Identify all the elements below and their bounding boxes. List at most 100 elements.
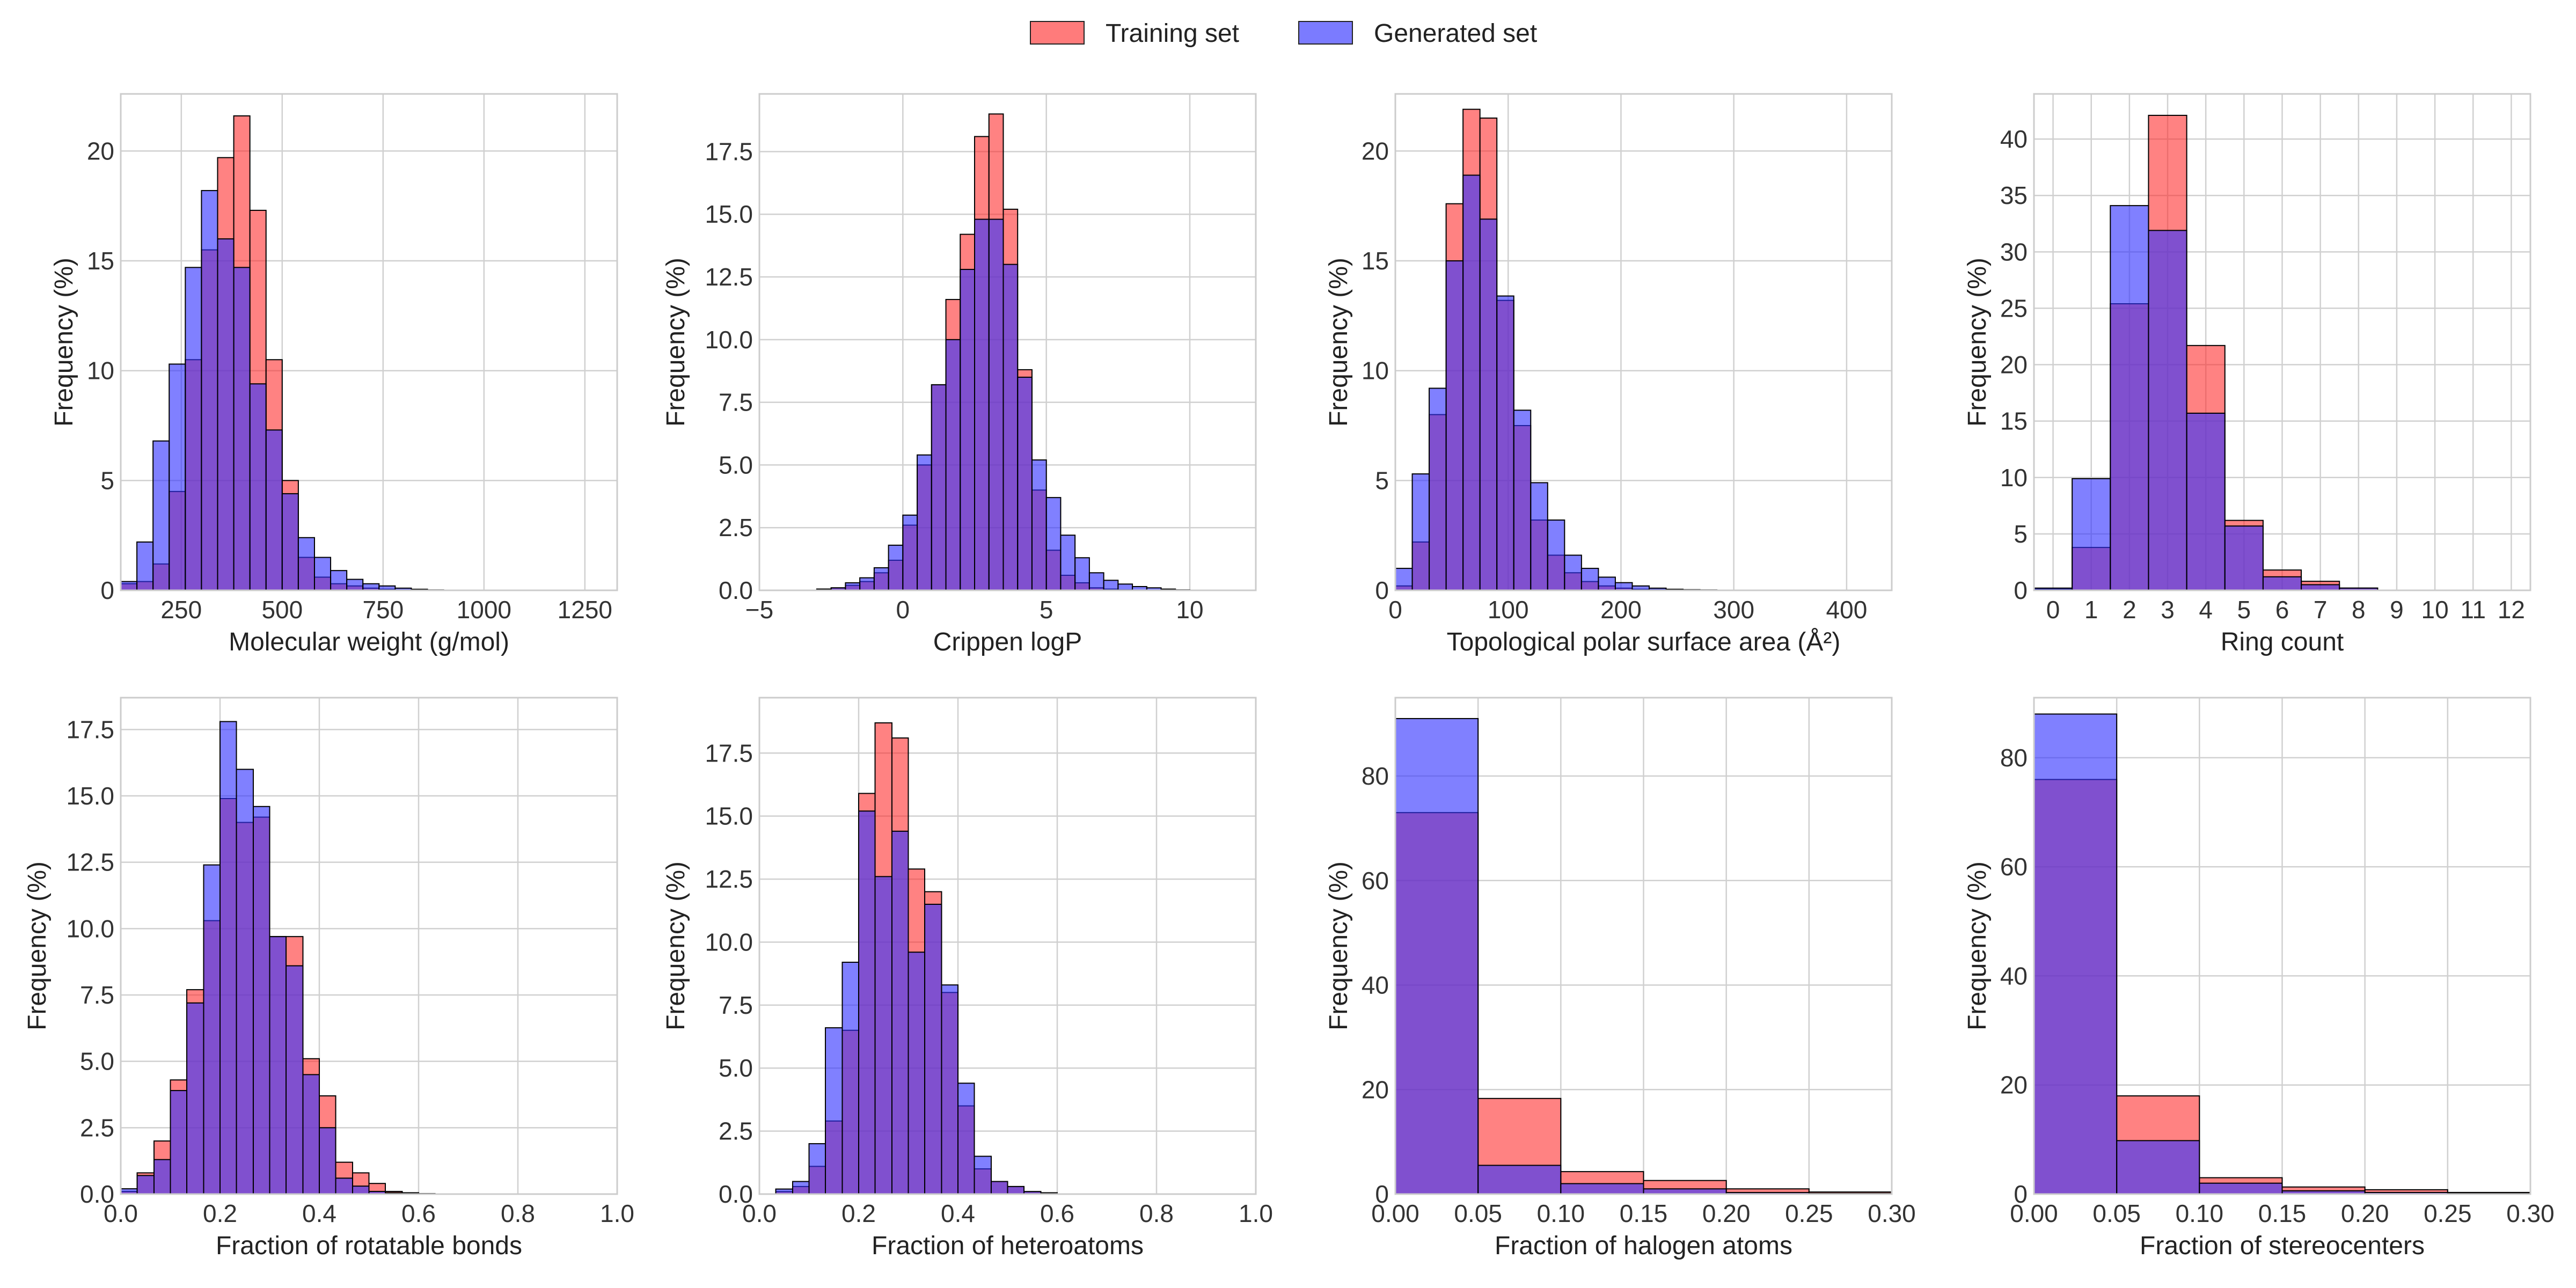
legend-label-training: Training set [1106,19,1239,48]
y-tick-label: 2.5 [719,1117,753,1145]
x-tick-label: 500 [261,596,303,624]
y-tick-label: 10.0 [705,928,753,956]
x-tick-label: 6 [2275,596,2289,624]
bar-generated-set [302,1074,320,1195]
bar-generated-set [825,1027,843,1195]
legend-swatch-generated [1298,21,1353,45]
y-tick-label: 0 [1375,1180,1389,1208]
x-tick-label: 0.20 [1702,1199,1751,1227]
bar-generated-set [2186,412,2226,591]
bar-generated-set [281,493,299,591]
y-tick-label: 20 [87,137,114,165]
bar-generated-set [313,557,332,591]
y-tick-label: 7.5 [80,981,114,1009]
y-tick-label: 7.5 [719,991,753,1019]
bar-generated-set [346,579,364,591]
bar-generated-set [902,514,918,591]
bar-generated-set [792,1181,810,1195]
bar-generated-set [233,267,251,591]
bar-generated-set [249,383,267,591]
x-tick-label: 0.15 [2258,1199,2307,1227]
x-tick-label: 0.10 [2176,1199,2224,1227]
x-tick-label: 200 [1600,596,1642,624]
y-axis-label: Frequency (%) [1963,258,1992,427]
bar-generated-set [1496,295,1514,591]
y-tick-label: 12.5 [705,865,753,893]
bar-generated-set [1598,576,1616,591]
bar-generated-set [203,864,221,1195]
y-tick-label: 10.0 [66,914,114,942]
bar-generated-set [1614,582,1633,591]
bar-generated-set [297,537,315,591]
y-tick-label: 15.0 [705,200,753,228]
y-axis-label: Frequency (%) [662,861,690,1030]
histogram-panel: 0.00 0.05 0.10 0.15 0.20 0.25 0.30 0 20 40 60 80 Fra… [1963,697,2555,1260]
x-tick-label: 10 [1176,596,1203,624]
y-tick-label: 5 [1375,466,1389,494]
bar-generated-set [841,962,859,1195]
bar-generated-set [1479,218,1498,591]
plot-frame [2033,697,2531,1195]
bar-generated-set [974,218,990,591]
histogram-panel: 250 500 750 1000 1250 0 5 10 15 20 Molecular weigh… [50,93,618,656]
bar-generated-set [1074,557,1090,591]
bar-generated-set [1445,260,1464,591]
x-tick-label: 0.05 [1454,1199,1502,1227]
bar-generated-set [1060,535,1076,591]
x-tick-label: 0.2 [203,1199,237,1227]
bar-generated-set [2116,1140,2200,1195]
bar-generated-set [960,269,976,591]
bar-generated-set [185,267,202,591]
y-tick-label: 0 [2014,1180,2028,1208]
bar-generated-set [858,810,876,1195]
histogram-panel: 0.0 0.2 0.4 0.6 0.8 1.0 0.0 2.5 5.0 7.5 10.0 12.5 15… [23,697,634,1260]
bar-generated-set [917,454,932,591]
x-tick-label: 250 [160,596,202,624]
bar-generated-set [330,570,348,591]
y-tick-label: 25 [2000,294,2028,322]
plot-frame [120,93,618,591]
bar-generated-set [1564,554,1582,591]
y-tick-label: 15 [2000,407,2028,435]
y-axis-label: Frequency (%) [1963,861,1992,1030]
plot-frame [1394,93,1893,591]
x-tick-label: 0.30 [2506,1199,2555,1227]
bar-generated-set [2110,205,2149,591]
x-tick-label: 7 [2314,596,2328,624]
x-tick-label: 0.25 [1785,1199,1833,1227]
y-tick-label: 0 [1375,576,1389,604]
y-tick-label: 20 [1362,137,1389,165]
bar-generated-set [945,339,961,591]
bar-generated-set [1007,1185,1025,1195]
bar-generated-set [2199,1182,2283,1195]
y-axis-label: Frequency (%) [1324,258,1353,427]
bar-generated-set [873,567,889,591]
y-axis-label: Frequency (%) [23,861,52,1030]
bar-generated-set [201,190,218,591]
bar-generated-set [152,440,170,591]
bar-generated-set [1088,572,1104,591]
legend-label-generated: Generated set [1374,19,1537,48]
bar-generated-set [941,984,958,1195]
y-tick-label: 10.0 [705,326,753,354]
x-tick-label: 0.0 [742,1199,777,1227]
y-axis-label: Frequency (%) [50,258,78,427]
plot-frame [758,697,1257,1195]
x-tick-label: 0.6 [401,1199,436,1227]
legend: Training set Generated set [1030,19,1537,48]
y-axis-label: Frequency (%) [662,258,690,427]
x-tick-label: 0.0 [104,1199,138,1227]
bar-generated-set [1031,459,1047,591]
bar-generated-set [1395,718,1479,1195]
y-tick-label: 17.5 [705,739,753,767]
bar-generated-set [286,965,304,1195]
x-tick-label: 0 [896,596,910,624]
bar-generated-set [1045,497,1062,591]
histogram-panel: 0.0 0.2 0.4 0.6 0.8 1.0 0.0 2.5 5.0 7.5 10.0 12.5 15… [662,697,1273,1260]
y-tick-label: 40 [1362,971,1389,999]
bar-generated-set [990,1181,1008,1195]
y-tick-label: 5.0 [719,451,753,479]
bar-generated-set [1103,580,1119,591]
x-tick-label: 4 [2199,596,2213,624]
